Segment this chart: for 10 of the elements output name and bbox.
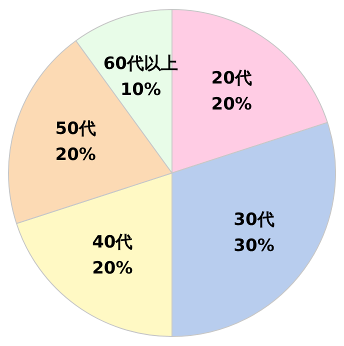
data-label: 20% <box>55 145 96 166</box>
slice-label: 20代 <box>211 68 252 88</box>
slice-label: 50代 <box>55 119 96 140</box>
data-label: 30% <box>234 236 274 256</box>
data-label: 20% <box>92 258 133 278</box>
slice-label: 60代以上 <box>103 54 178 74</box>
data-label: 20% <box>211 94 252 114</box>
data-label: 10% <box>120 80 162 100</box>
slice-label: 40代 <box>92 232 133 252</box>
slice-label: 30代 <box>234 210 274 230</box>
